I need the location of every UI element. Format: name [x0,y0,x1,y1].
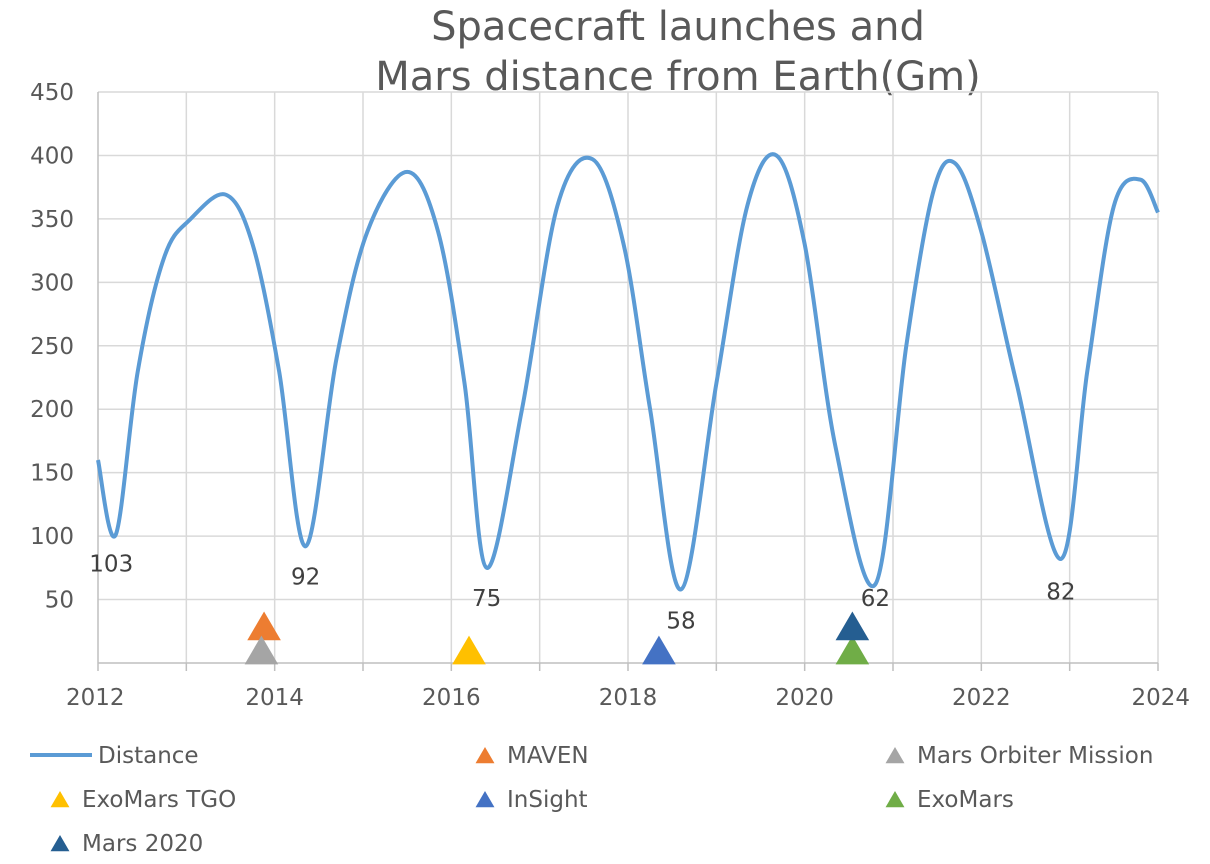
legend-label: Distance [98,743,199,769]
plot-axes: 50 100 150 200 250 300 350 400 450 2012 2014 2016 20… [30,80,1190,711]
legend-label: MAVEN [507,743,589,769]
insight-marker [642,635,676,665]
exomars-marker [835,635,870,665]
y-tick-label: 400 [30,143,74,169]
legend-label: InSight [507,787,588,813]
legend-item-distance: Distance [30,743,199,769]
chart-title-line-1: Spacecraft launches and [431,4,925,50]
y-tick-label: 200 [30,397,74,423]
x-tick-label: 2024 [1131,685,1190,711]
legend-swatch-marker [475,791,495,808]
legend-item-mars-orbiter-mission: Mars Orbiter Mission [885,743,1153,769]
data-label: 62 [861,586,890,612]
y-tick-label: 250 [30,334,74,360]
legend-label: Mars Orbiter Mission [917,743,1153,769]
data-label: 92 [291,564,320,590]
x-tick-label: 2018 [599,685,658,711]
plot-grid [98,91,1159,663]
data-labels: 103 92 75 58 62 82 [89,552,1075,635]
exomars-tgo-marker [452,635,486,665]
legend-item-mars-2020: Mars 2020 [50,831,203,857]
legend-swatch-marker [50,835,70,852]
y-tick-label: 450 [30,80,74,106]
data-label: 103 [89,552,133,578]
data-label: 58 [666,609,695,635]
y-tick-label: 150 [30,461,74,487]
legend-label: ExoMars [917,787,1014,813]
plot-series [96,152,1160,665]
legend-item-exomars: ExoMars [885,787,1014,813]
legend-item-exomars-tgo: ExoMars TGO [50,787,236,813]
legend-item-insight: InSight [475,787,588,813]
x-tick-label: 2014 [245,685,304,711]
y-tick-label: 100 [30,524,74,550]
y-tick-label: 300 [30,270,74,296]
mars-2020-marker [835,611,870,641]
legend-label: Mars 2020 [82,831,203,857]
x-tick-label: 2012 [66,685,125,711]
legend-swatch-marker [50,791,70,808]
x-tick-label: 2022 [952,685,1011,711]
distance-line [96,152,1160,592]
maven-marker [247,611,281,641]
chart-title-line-2: Mars distance from Earth(Gm) [375,54,980,100]
legend-label: ExoMars TGO [82,787,236,813]
legend: Distance MAVEN Mars Orbiter Mission ExoMars… [30,743,1153,857]
legend-swatch-marker [475,747,495,764]
y-tick-label: 350 [30,207,74,233]
legend-swatch-marker [885,791,905,808]
y-tick-label: 50 [45,588,74,614]
legend-swatch-marker [885,747,905,764]
x-tick-label: 2016 [422,685,481,711]
data-label: 75 [472,586,501,612]
x-tick-label: 2020 [775,685,834,711]
data-label: 82 [1046,580,1075,606]
legend-item-maven: MAVEN [475,743,589,769]
mars-orbiter-mission-marker [244,635,279,665]
